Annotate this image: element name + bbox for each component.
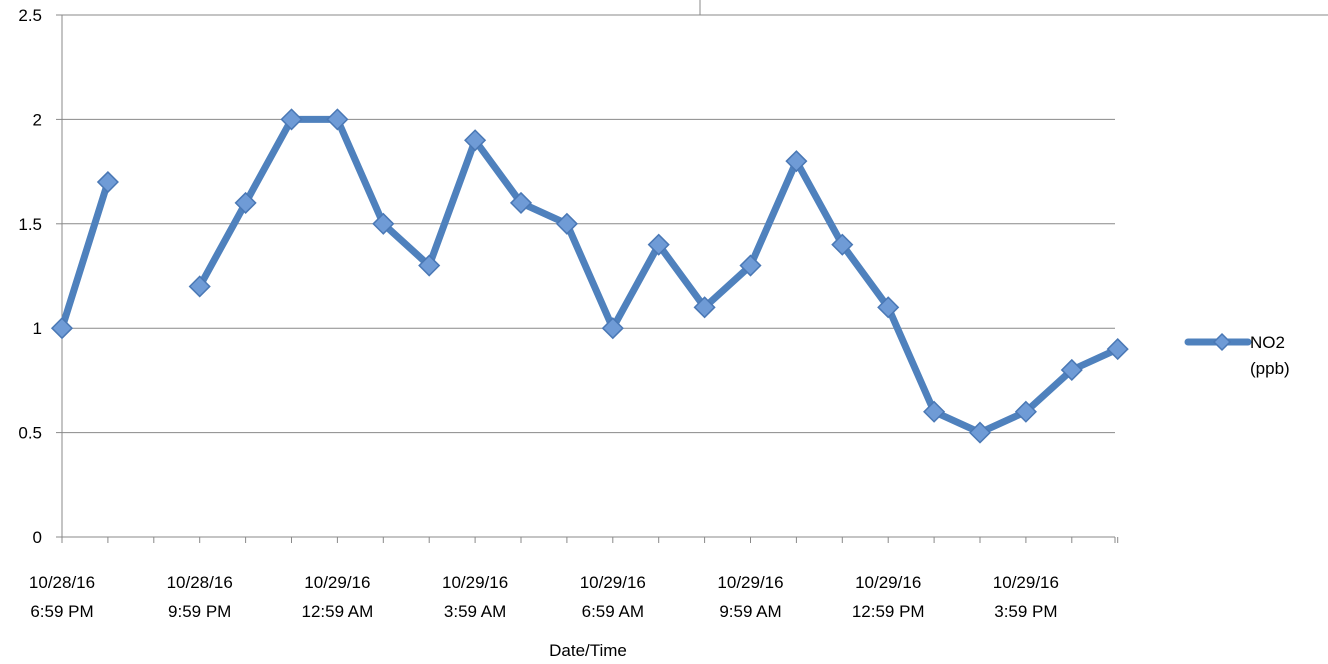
legend: NO2 (ppb) [1184, 332, 1290, 378]
x-tick-label-date-0: 10/28/16 [29, 573, 95, 592]
data-point-0-11 [555, 212, 578, 235]
data-point-0-22 [1060, 358, 1083, 382]
data-point-0-5 [280, 108, 303, 131]
x-tick-label-date-6: 10/29/16 [855, 573, 921, 592]
legend-label-0-1: (ppb) [1250, 359, 1290, 378]
legend-label-0-0: NO2 [1250, 333, 1285, 352]
data-point-0-6 [326, 108, 349, 131]
y-tick-label-1: 0.5 [18, 424, 42, 443]
axes [56, 14, 1119, 543]
data-point-0-17 [831, 233, 854, 256]
data-point-0-8 [418, 254, 441, 277]
data-point-0-15 [739, 254, 762, 277]
series-line-segment-0-0 [58, 178, 112, 332]
x-tick-label-time-0: 6:59 PM [30, 602, 93, 621]
x-tick-label-date-2: 10/29/16 [304, 573, 370, 592]
y-tick-label-5: 2.5 [18, 6, 42, 25]
data-point-0-20 [968, 421, 992, 444]
data-point-0-3 [188, 275, 211, 298]
data-point-0-14 [693, 296, 716, 319]
x-tick-label-date-4: 10/29/16 [580, 573, 646, 592]
x-tick-label-time-6: 12:59 PM [852, 602, 925, 621]
x-tick-label-time-5: 9:59 AM [719, 602, 781, 621]
x-tick-label-date-1: 10/28/16 [167, 573, 233, 592]
data-point-0-21 [1014, 400, 1037, 423]
gridlines [62, 0, 1328, 434]
data-point-0-1 [96, 170, 119, 194]
y-tick-label-4: 2 [33, 110, 42, 129]
y-tick-label-3: 1.5 [18, 215, 42, 234]
marker-layer [50, 108, 1129, 444]
data-point-0-13 [647, 233, 670, 256]
y-tick-label-2: 1 [33, 319, 42, 338]
data-point-0-0 [50, 317, 74, 340]
tick-labels: 0 0.5 1 1.5 2 2.5 10/28/16 6:59 PM 10/28/16 9:59 … [18, 6, 1059, 621]
x-tick-label-time-3: 3:59 AM [444, 602, 506, 621]
x-tick-label-date-7: 10/29/16 [993, 573, 1059, 592]
data-point-0-18 [877, 296, 900, 319]
legend-marker-0 [1212, 332, 1232, 352]
data-point-0-9 [464, 129, 487, 152]
data-point-0-7 [372, 212, 395, 235]
series-layer [58, 115, 1122, 437]
x-tick-label-date-3: 10/29/16 [442, 573, 508, 592]
x-tick-label-time-4: 6:59 AM [582, 602, 644, 621]
data-point-0-10 [509, 191, 533, 214]
x-tick-label-time-1: 9:59 PM [168, 602, 231, 621]
x-tick-label-time-7: 3:59 PM [994, 602, 1057, 621]
data-point-0-19 [923, 400, 946, 423]
x-tick-label-date-5: 10/29/16 [717, 573, 783, 592]
data-point-0-12 [601, 317, 624, 340]
data-point-0-16 [785, 150, 808, 173]
data-point-0-4 [234, 191, 257, 214]
data-point-0-23 [1106, 338, 1129, 361]
x-tick-label-time-2: 12:59 AM [301, 602, 373, 621]
y-tick-label-0: 0 [33, 528, 42, 547]
x-axis-title: Date/Time [549, 641, 627, 660]
series-line-segment-0-1 [196, 115, 1122, 437]
